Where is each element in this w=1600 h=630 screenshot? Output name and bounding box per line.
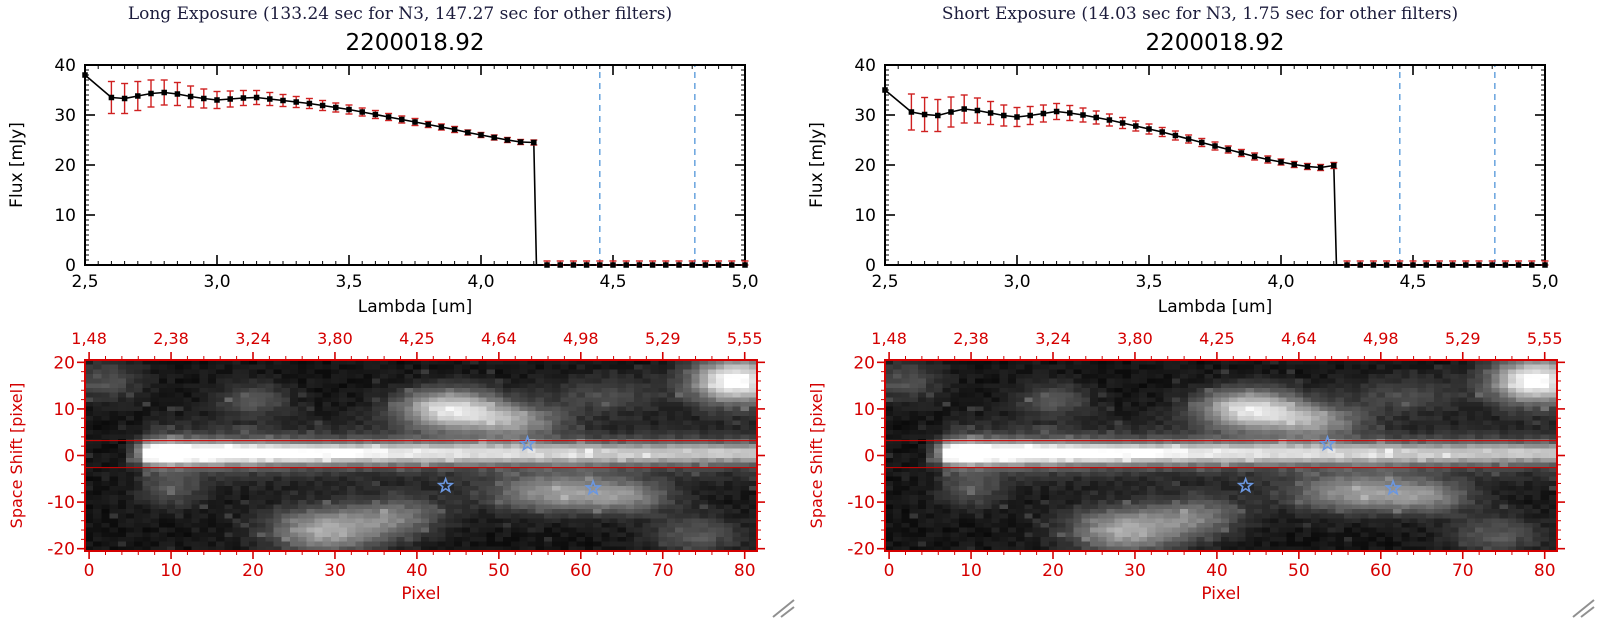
svg-text:5,29: 5,29 xyxy=(645,329,681,348)
svg-text:30: 30 xyxy=(854,106,876,126)
svg-text:40: 40 xyxy=(854,56,876,76)
svg-text:0: 0 xyxy=(864,447,875,467)
svg-text:1,48: 1,48 xyxy=(871,329,907,348)
svg-text:Space Shift [pixel]: Space Shift [pixel] xyxy=(807,383,826,529)
svg-text:30: 30 xyxy=(54,106,76,126)
resize-grip-icon xyxy=(772,599,795,618)
svg-text:4,64: 4,64 xyxy=(1281,329,1317,348)
svg-text:20: 20 xyxy=(53,353,75,373)
svg-text:20: 20 xyxy=(853,353,875,373)
svg-text:10: 10 xyxy=(854,206,876,226)
svg-text:40: 40 xyxy=(1206,561,1228,581)
svg-text:4,25: 4,25 xyxy=(1199,329,1235,348)
svg-text:10: 10 xyxy=(160,561,182,581)
svg-text:5,55: 5,55 xyxy=(1527,329,1563,348)
svg-text:70: 70 xyxy=(1452,561,1474,581)
svg-text:20: 20 xyxy=(1042,561,1064,581)
svg-text:Pixel: Pixel xyxy=(401,584,440,604)
svg-text:3,0: 3,0 xyxy=(203,272,230,292)
svg-text:60: 60 xyxy=(570,561,592,581)
svg-text:3,0: 3,0 xyxy=(1003,272,1030,292)
svg-text:3,80: 3,80 xyxy=(1117,329,1153,348)
svg-text:10: 10 xyxy=(853,400,875,420)
resize-grip[interactable] xyxy=(770,597,798,619)
svg-text:3,24: 3,24 xyxy=(235,329,271,348)
svg-text:4,5: 4,5 xyxy=(1399,272,1426,292)
svg-text:2,5: 2,5 xyxy=(871,272,898,292)
object-id-short: 2200018.92 xyxy=(1145,30,1285,56)
svg-text:Flux [mJy]: Flux [mJy] xyxy=(807,122,827,208)
svg-text:4,64: 4,64 xyxy=(481,329,517,348)
svg-text:-10: -10 xyxy=(847,493,875,513)
svg-text:20: 20 xyxy=(854,156,876,176)
svg-text:3,5: 3,5 xyxy=(1135,272,1162,292)
svg-text:3,24: 3,24 xyxy=(1035,329,1071,348)
svg-text:50: 50 xyxy=(1288,561,1310,581)
svg-text:2,5: 2,5 xyxy=(71,272,98,292)
panel-long-exposure: Long Exposure (133.24 sec for N3, 147.27… xyxy=(7,4,798,619)
spectral-image-short xyxy=(885,360,1557,551)
svg-text:30: 30 xyxy=(324,561,346,581)
svg-text:Lambda [um]: Lambda [um] xyxy=(1158,297,1272,317)
svg-text:5,0: 5,0 xyxy=(1531,272,1558,292)
svg-text:10: 10 xyxy=(960,561,982,581)
svg-text:60: 60 xyxy=(1370,561,1392,581)
svg-text:2,38: 2,38 xyxy=(153,329,189,348)
svg-text:4,0: 4,0 xyxy=(467,272,494,292)
svg-text:-10: -10 xyxy=(47,493,75,513)
spectral-image-long xyxy=(85,360,757,551)
svg-text:-20: -20 xyxy=(47,540,75,560)
svg-text:4,25: 4,25 xyxy=(399,329,435,348)
svg-text:20: 20 xyxy=(242,561,264,581)
svg-text:-20: -20 xyxy=(847,540,875,560)
svg-text:10: 10 xyxy=(54,206,76,226)
svg-text:0: 0 xyxy=(84,561,95,581)
svg-text:4,98: 4,98 xyxy=(563,329,599,348)
svg-text:0: 0 xyxy=(64,447,75,467)
svg-text:20: 20 xyxy=(54,156,76,176)
svg-text:0: 0 xyxy=(884,561,895,581)
svg-text:80: 80 xyxy=(1534,561,1556,581)
svg-text:4,5: 4,5 xyxy=(599,272,626,292)
svg-text:30: 30 xyxy=(1124,561,1146,581)
svg-text:40: 40 xyxy=(54,56,76,76)
svg-text:4,0: 4,0 xyxy=(1267,272,1294,292)
svg-text:10: 10 xyxy=(53,400,75,420)
object-id-long: 2200018.92 xyxy=(345,30,485,56)
panel-short-exposure: Short Exposure (14.03 sec for N3, 1.75 s… xyxy=(800,0,1600,630)
svg-text:2,38: 2,38 xyxy=(953,329,989,348)
svg-text:40: 40 xyxy=(406,561,428,581)
svg-text:5,29: 5,29 xyxy=(1445,329,1481,348)
resize-grip[interactable] xyxy=(1570,597,1598,619)
svg-text:4,98: 4,98 xyxy=(1363,329,1399,348)
svg-text:3,80: 3,80 xyxy=(317,329,353,348)
svg-text:80: 80 xyxy=(734,561,756,581)
svg-text:3,5: 3,5 xyxy=(335,272,362,292)
svg-text:Flux [mJy]: Flux [mJy] xyxy=(7,122,27,208)
svg-text:0: 0 xyxy=(65,256,76,276)
svg-text:0: 0 xyxy=(865,256,876,276)
panel-title-long: Long Exposure (133.24 sec for N3, 147.27… xyxy=(127,4,673,24)
panel-title-short: Short Exposure (14.03 sec for N3, 1.75 s… xyxy=(941,4,1459,24)
svg-text:5,0: 5,0 xyxy=(731,272,758,292)
svg-text:5,55: 5,55 xyxy=(727,329,763,348)
svg-text:Lambda [um]: Lambda [um] xyxy=(358,297,472,317)
svg-text:1,48: 1,48 xyxy=(71,329,107,348)
svg-text:Pixel: Pixel xyxy=(1201,584,1240,604)
svg-text:Space Shift [pixel]: Space Shift [pixel] xyxy=(7,383,26,529)
resize-grip-icon xyxy=(1572,599,1595,618)
svg-text:70: 70 xyxy=(652,561,674,581)
svg-text:50: 50 xyxy=(488,561,510,581)
